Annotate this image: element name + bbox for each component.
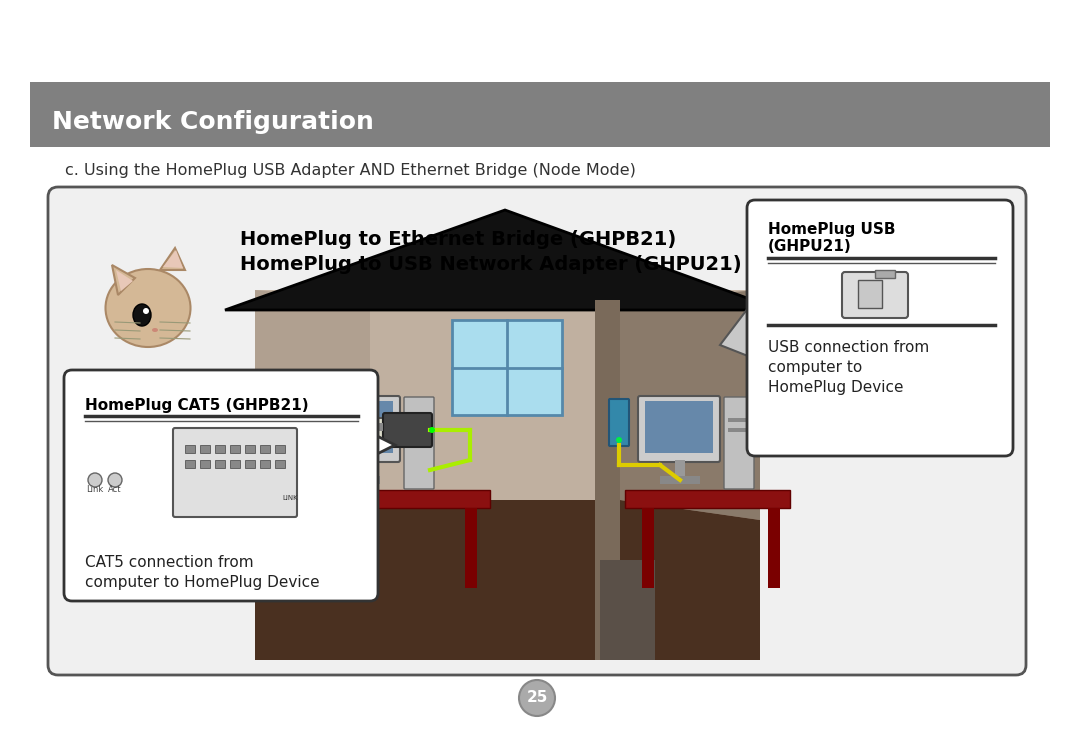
Bar bbox=[200, 445, 210, 453]
Bar bbox=[215, 445, 225, 453]
Text: LINK: LINK bbox=[282, 495, 298, 501]
Polygon shape bbox=[620, 290, 760, 520]
Bar bbox=[215, 460, 225, 468]
Bar bbox=[275, 460, 285, 468]
Bar bbox=[275, 445, 285, 453]
Bar bbox=[875, 270, 895, 278]
Text: computer to HomePlug Device: computer to HomePlug Device bbox=[85, 575, 320, 590]
Ellipse shape bbox=[106, 269, 190, 347]
FancyBboxPatch shape bbox=[383, 413, 432, 447]
Bar bbox=[230, 460, 240, 468]
Bar bbox=[408, 418, 430, 422]
Bar bbox=[610, 405, 625, 427]
Text: CAT5 connection from: CAT5 connection from bbox=[85, 555, 254, 570]
FancyBboxPatch shape bbox=[48, 187, 1026, 675]
Text: HomePlug CAT5 (GHPB21): HomePlug CAT5 (GHPB21) bbox=[85, 398, 309, 413]
FancyBboxPatch shape bbox=[173, 428, 297, 517]
Text: c. Using the HomePlug USB Adapter AND Ethernet Bridge (Node Mode): c. Using the HomePlug USB Adapter AND Et… bbox=[65, 163, 636, 178]
Polygon shape bbox=[255, 290, 760, 660]
Polygon shape bbox=[225, 210, 780, 310]
Bar bbox=[315, 508, 327, 588]
Bar bbox=[30, 82, 1050, 147]
Polygon shape bbox=[365, 430, 395, 460]
Polygon shape bbox=[295, 490, 490, 508]
Text: USB connection from: USB connection from bbox=[768, 340, 929, 355]
Polygon shape bbox=[112, 265, 135, 295]
Polygon shape bbox=[116, 270, 133, 291]
Circle shape bbox=[519, 680, 555, 716]
Text: HomePlug to Ethernet Bridge (GHPB21): HomePlug to Ethernet Bridge (GHPB21) bbox=[240, 230, 676, 249]
FancyBboxPatch shape bbox=[724, 397, 754, 489]
Bar bbox=[185, 460, 195, 468]
Polygon shape bbox=[163, 250, 183, 268]
Bar bbox=[340, 476, 380, 484]
Bar bbox=[200, 460, 210, 468]
Bar bbox=[355, 460, 365, 478]
Text: Act: Act bbox=[108, 485, 122, 494]
FancyBboxPatch shape bbox=[842, 272, 908, 318]
Circle shape bbox=[87, 473, 102, 487]
Polygon shape bbox=[160, 248, 185, 270]
Text: Network Configuration: Network Configuration bbox=[52, 110, 374, 134]
Polygon shape bbox=[255, 290, 370, 520]
Bar bbox=[728, 418, 750, 422]
Text: HomePlug USB
(GHPU21): HomePlug USB (GHPU21) bbox=[768, 222, 895, 254]
Bar bbox=[379, 423, 383, 431]
Polygon shape bbox=[255, 500, 760, 660]
Ellipse shape bbox=[133, 304, 151, 326]
FancyBboxPatch shape bbox=[64, 370, 378, 601]
Bar bbox=[230, 445, 240, 453]
Polygon shape bbox=[858, 280, 882, 308]
Bar bbox=[260, 460, 270, 468]
Bar bbox=[325, 401, 393, 453]
Polygon shape bbox=[370, 300, 620, 500]
Bar bbox=[660, 476, 700, 484]
Text: computer to: computer to bbox=[768, 360, 862, 375]
Bar bbox=[465, 508, 477, 588]
FancyBboxPatch shape bbox=[318, 396, 400, 462]
FancyBboxPatch shape bbox=[747, 200, 1013, 456]
Bar bbox=[642, 508, 654, 588]
Bar bbox=[645, 401, 713, 453]
Ellipse shape bbox=[143, 308, 149, 314]
Circle shape bbox=[616, 437, 622, 443]
Polygon shape bbox=[720, 295, 758, 360]
Ellipse shape bbox=[152, 328, 158, 332]
Bar bbox=[600, 560, 654, 660]
Text: HomePlug Device: HomePlug Device bbox=[768, 380, 904, 395]
Bar bbox=[260, 445, 270, 453]
Circle shape bbox=[108, 473, 122, 487]
Bar bbox=[768, 508, 780, 588]
Bar bbox=[373, 423, 377, 431]
Circle shape bbox=[429, 427, 435, 433]
Bar bbox=[245, 460, 255, 468]
Bar bbox=[368, 418, 383, 440]
Polygon shape bbox=[595, 300, 620, 660]
Bar bbox=[408, 428, 430, 432]
Bar bbox=[185, 445, 195, 453]
FancyBboxPatch shape bbox=[638, 396, 720, 462]
Bar bbox=[675, 460, 685, 478]
Bar bbox=[453, 320, 562, 415]
FancyBboxPatch shape bbox=[609, 399, 629, 446]
Polygon shape bbox=[625, 490, 789, 508]
Text: 25: 25 bbox=[526, 691, 548, 706]
FancyBboxPatch shape bbox=[404, 397, 434, 489]
Bar bbox=[245, 445, 255, 453]
Text: Link: Link bbox=[86, 485, 104, 494]
Text: HomePlug to USB Network Adapter (GHPU21): HomePlug to USB Network Adapter (GHPU21) bbox=[240, 255, 742, 274]
Bar bbox=[728, 428, 750, 432]
Ellipse shape bbox=[82, 373, 177, 488]
